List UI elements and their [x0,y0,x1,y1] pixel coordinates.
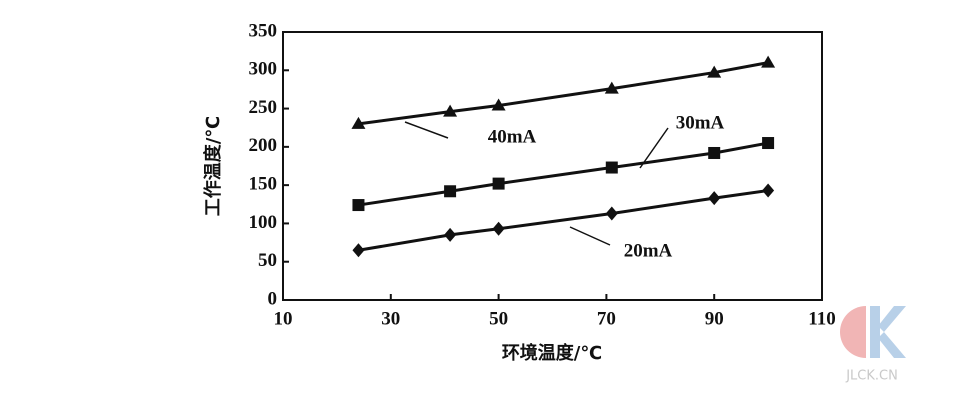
data-point [352,199,365,212]
watermark: JLCK.CN [845,369,898,384]
y-axis-title: 工作温度/℃ [202,116,224,216]
series-label: 30mA [676,112,725,133]
data-point [708,191,721,206]
y-tick-label: 250 [249,97,278,118]
series-line [358,61,769,126]
data-point [762,183,775,198]
y-tick-label: 150 [249,174,278,195]
y-tick-label: 100 [249,212,278,233]
series-label: 20mA [624,240,673,261]
data-point [443,104,458,117]
data-point [605,161,618,174]
data-point [762,137,775,150]
x-tick-label: 90 [705,308,724,329]
data-point [761,55,776,68]
annotation-leader [639,127,669,169]
data-point [491,98,506,111]
y-tick-label: 350 [249,20,278,41]
x-tick-label: 10 [274,308,293,329]
series-label: 40mA [488,126,537,147]
x-axis-title: 环境温度/℃ [502,342,602,364]
y-tick-label: 0 [268,288,278,309]
data-point [708,146,721,159]
annotation-leader [569,226,611,246]
data-point [707,65,722,78]
y-tick-label: 50 [258,250,277,271]
data-point [604,81,619,94]
y-tick-label: 300 [249,59,278,80]
y-tick-label: 200 [249,135,278,156]
x-tick-label: 30 [381,308,400,329]
x-tick-label: 50 [489,308,508,329]
data-point [492,177,505,190]
series-line [358,189,769,252]
x-tick-label: 70 [597,308,616,329]
data-point [492,221,505,236]
data-point [444,185,457,198]
data-point [352,243,365,258]
series-line [358,141,769,207]
data-point [444,227,457,242]
plot-frame [282,31,823,301]
watermark-logo [840,306,906,358]
x-tick-label: 110 [808,308,835,329]
data-point [351,116,366,129]
annotation-leader [404,121,449,139]
data-point [605,206,618,221]
